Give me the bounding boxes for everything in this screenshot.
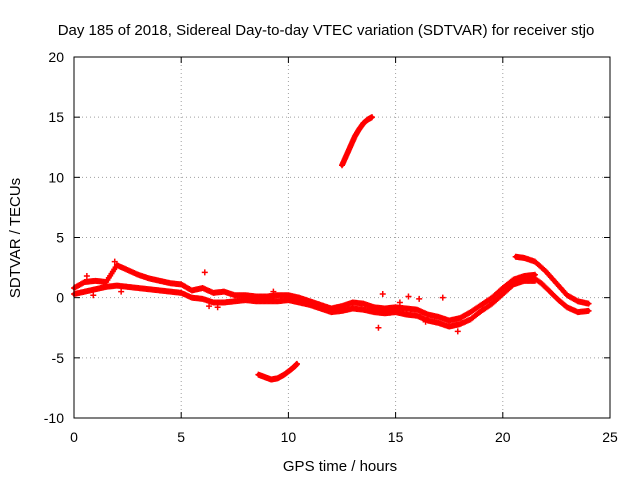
series-split-lower	[527, 273, 592, 316]
x-tick-label: 15	[388, 429, 404, 445]
y-tick-label: 20	[48, 49, 64, 65]
y-tick-label: -10	[44, 410, 64, 426]
data-point	[422, 318, 429, 325]
x-tick-label: 25	[602, 429, 618, 445]
x-axis-label: GPS time / hours	[283, 458, 397, 475]
data-point	[201, 269, 208, 276]
grid	[74, 57, 610, 418]
data-point	[585, 300, 592, 307]
data-point	[118, 288, 125, 295]
chart-title: Day 185 of 2018, Sidereal Day-to-day VTE…	[58, 22, 595, 39]
x-tick-label: 5	[177, 429, 185, 445]
axis-ticks: 0 5 10 15 20 25 -10 -5 0 5 10 15 20	[44, 49, 618, 445]
x-tick-label: 20	[495, 429, 511, 445]
data-series	[71, 114, 592, 383]
series-spikes	[83, 258, 461, 335]
y-tick-label: 10	[48, 169, 64, 185]
data-point	[206, 303, 213, 310]
x-tick-label: 10	[281, 429, 297, 445]
data-point	[454, 328, 461, 335]
data-point	[405, 293, 412, 300]
x-tick-label: 0	[70, 429, 78, 445]
series-low-arc	[255, 360, 300, 383]
data-point	[416, 295, 423, 302]
series-band-lower	[71, 277, 538, 330]
data-point	[293, 360, 300, 367]
data-point	[90, 292, 97, 299]
data-point	[439, 294, 446, 301]
data-point	[83, 273, 90, 280]
data-point	[369, 114, 376, 121]
data-point	[214, 304, 221, 311]
series-high-arc	[339, 114, 376, 169]
data-point	[375, 324, 382, 331]
series-band-main	[71, 262, 538, 324]
y-tick-label: 5	[56, 230, 64, 246]
data-point	[379, 291, 386, 298]
y-axis-label: SDTVAR / TECUs	[7, 178, 24, 298]
data-point	[585, 307, 592, 314]
data-point	[396, 299, 403, 306]
y-tick-label: 15	[48, 109, 64, 125]
data-point	[111, 258, 118, 265]
y-tick-label: 0	[56, 290, 64, 306]
data-point	[270, 288, 277, 295]
series-split-upper	[512, 253, 592, 307]
y-tick-label: -5	[52, 350, 65, 366]
